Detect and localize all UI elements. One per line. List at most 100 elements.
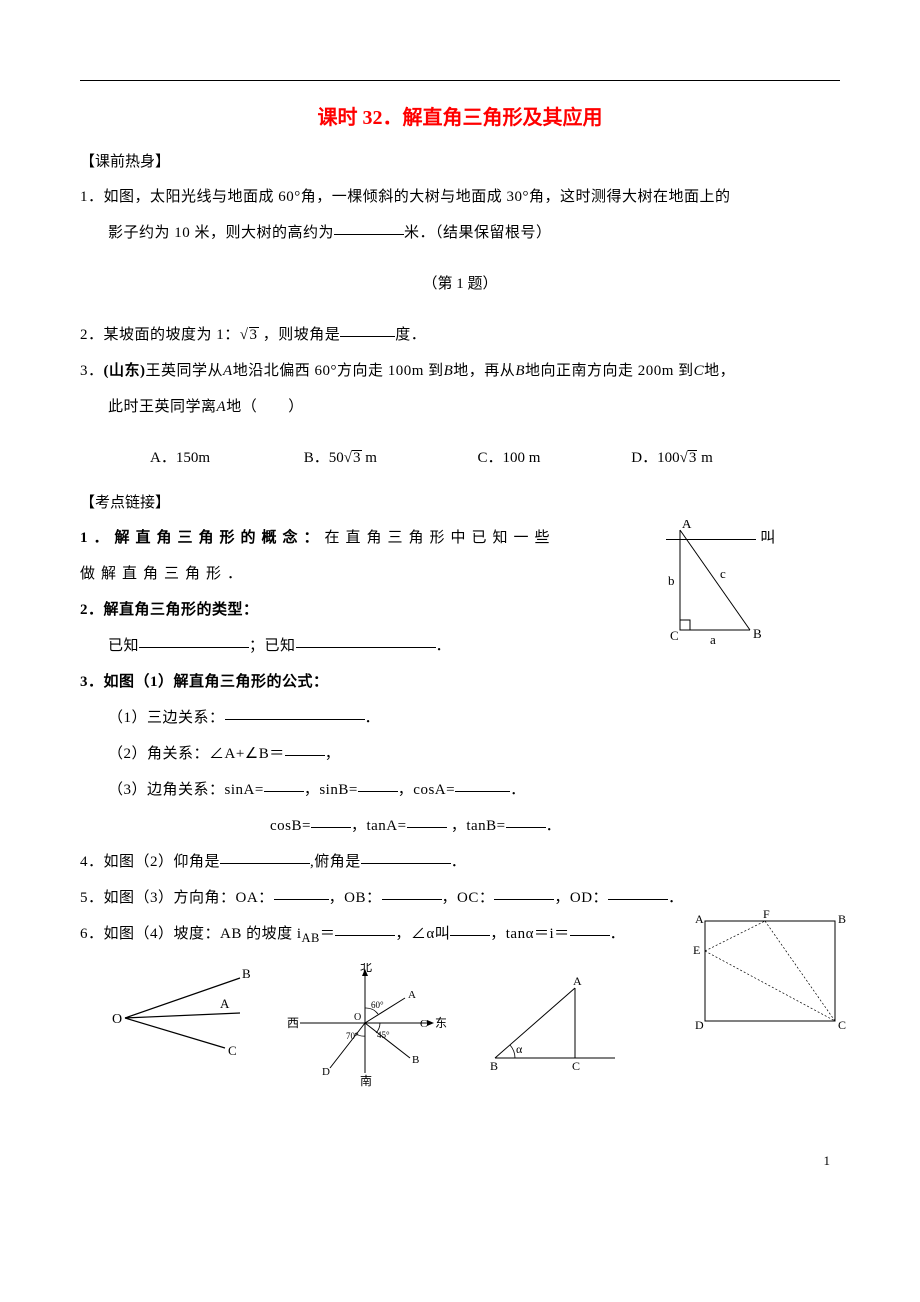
p3-4a: cosB=: [270, 818, 311, 834]
f3-A: A: [408, 989, 416, 1001]
top-rule: [80, 80, 840, 81]
opt-D-unit: m: [697, 450, 712, 466]
opt-C: C．100 m: [478, 440, 628, 476]
q3-k: 此时王英同学离: [108, 399, 217, 415]
q3-f: 地，再从: [453, 363, 515, 379]
f3-B: B: [412, 1054, 419, 1066]
f3-N: 北: [360, 963, 372, 974]
p6-blank1: [335, 920, 395, 936]
p5d: ，OD：: [554, 890, 608, 906]
p3-1b: ．: [365, 710, 381, 726]
f3-70: 70°: [346, 1031, 359, 1041]
p5b: ，OB：: [329, 890, 382, 906]
section-links-heading: 【考点链接】: [80, 491, 840, 512]
p3-4d: ．: [546, 818, 562, 834]
opt-D-num: 100: [657, 450, 680, 466]
p3-2a: （2）角关系：∠A+∠B＝: [108, 746, 285, 762]
p3-3-blank3: [455, 776, 510, 792]
f2-A: A: [220, 996, 230, 1011]
p2-blank2: [296, 632, 436, 648]
p1b: 在直角三角形中已知一些: [325, 530, 556, 546]
opt-B-rad: 3: [352, 450, 362, 466]
concept-block: A B C b a c 1．解直角三角形的概念：在直角三角形中已知一些 叫 做解…: [80, 520, 840, 953]
q3-loc: (山东): [104, 363, 146, 379]
f4-C: C: [572, 1059, 580, 1073]
f3-O: O: [354, 1012, 361, 1023]
q3-b: 王英同学从: [146, 363, 224, 379]
sq-B: B: [838, 912, 846, 926]
opt-B-num: 50: [329, 450, 344, 466]
p5-blank3: [494, 884, 554, 900]
p2c: ．: [436, 638, 452, 654]
p3-1: （1）三边关系：．: [80, 700, 840, 736]
p4-blank2: [361, 848, 451, 864]
p3-3: （3）边角关系：sinA=，sinB=，cosA=．: [80, 772, 840, 808]
p5e: ．: [668, 890, 684, 906]
square-svg: A B C D E F: [690, 906, 850, 1036]
tri-C: C: [670, 628, 679, 643]
f2-O: O: [112, 1012, 122, 1027]
f3-E: 东: [435, 1016, 447, 1030]
p6-blank2: [450, 920, 490, 936]
sq-A: A: [695, 912, 704, 926]
figure-3-svg: 北 南 东 西 O A C B D 60° 45° 70°: [280, 963, 450, 1093]
f3-W: 西: [287, 1016, 299, 1030]
q3-A2: A: [217, 399, 227, 415]
p6-sub: AB: [302, 931, 320, 945]
q3-B1: B: [444, 363, 454, 379]
q1-blank: [334, 219, 404, 235]
f2-B: B: [242, 966, 250, 981]
p3-2b: ，: [325, 746, 341, 762]
p3-head: 3．如图（1）解直角三角形的公式：: [80, 664, 840, 700]
q3-m: 地（ ）: [226, 399, 304, 415]
opt-D-pre: D．: [631, 450, 657, 466]
figure-square: A B C D E F: [690, 906, 850, 1036]
p6-row: 6．如图（4）坡度：AB 的坡度 iAB＝，∠α叫，tanα＝i＝． A B C…: [80, 916, 840, 953]
opt-B: B．50√3 m: [304, 440, 474, 476]
q2-a: 2．某坡面的坡度为 1：: [80, 327, 240, 343]
section-warmup-heading: 【课前热身】: [80, 150, 840, 171]
q2-b: ，则坡角是: [263, 327, 341, 343]
p4c: ．: [451, 854, 467, 870]
opt-B-unit: m: [362, 450, 377, 466]
opt-B-sqrt: √: [344, 450, 352, 466]
tri-B: B: [753, 626, 762, 641]
p5c: ，OC：: [442, 890, 495, 906]
q2-blank: [340, 321, 395, 337]
q1-text-c: 米．（结果保留根号）: [404, 225, 552, 241]
f3-S: 南: [360, 1073, 372, 1088]
p3-4-blank1: [311, 812, 351, 828]
p3-1-blank: [225, 704, 365, 720]
figure-2-svg: O B A C: [110, 963, 250, 1073]
q2-line: 2．某坡面的坡度为 1：√3 ，则坡角是度．: [80, 317, 840, 353]
p6a: 6．如图（4）坡度：AB 的坡度 i: [80, 926, 302, 942]
p4b: ,俯角是: [310, 854, 361, 870]
sq-E: E: [693, 943, 700, 957]
p4-blank1: [220, 848, 310, 864]
p2-blank1: [139, 632, 249, 648]
q3-d: 地沿北偏西 60°方向走 100m 到: [233, 363, 444, 379]
q1-line2: 影子约为 10 米，则大树的高约为 米．（结果保留根号）: [80, 215, 840, 251]
opt-D-rad: 3: [688, 450, 698, 466]
page-number: 1: [80, 1153, 840, 1169]
q3-C1: C: [694, 363, 705, 379]
p3-3d: ．: [510, 782, 526, 798]
p3-4-blank2: [407, 812, 447, 828]
opt-D: D．100√3 m: [631, 440, 751, 476]
p3-4-blank3: [506, 812, 546, 828]
figure-4-svg: A B C α: [480, 963, 630, 1073]
sq-F: F: [763, 907, 770, 921]
p3-4: cosB=，tanA= ，tanB=．: [80, 808, 840, 844]
p1a: 1．解直角三角形的概念：: [80, 530, 325, 546]
p5-blank1: [274, 884, 329, 900]
f3-C: C: [420, 1018, 427, 1030]
opt-D-sqrt: √: [680, 450, 688, 466]
q1-text-b: 影子约为 10 米，则大树的高约为: [108, 225, 334, 241]
q2-c: 度．: [395, 327, 426, 343]
f3-45: 45°: [377, 1030, 390, 1040]
lesson-title: 课时 32．解直角三角形及其应用: [80, 101, 840, 130]
p4: 4．如图（2）仰角是,俯角是．: [80, 844, 840, 880]
p5a: 5．如图（3）方向角：OA：: [80, 890, 274, 906]
q3-j: 地，: [704, 363, 735, 379]
p3-4c: ，tanB=: [447, 818, 506, 834]
